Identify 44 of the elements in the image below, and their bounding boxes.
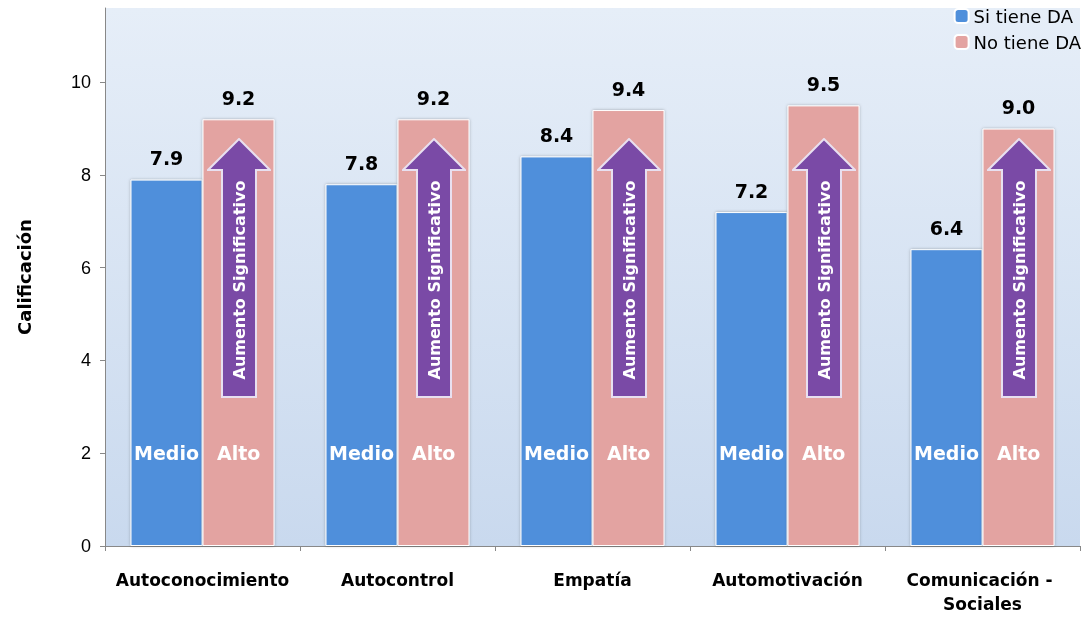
y-tick-label: 2 [80,443,91,464]
arrow-icon: Aumento Significativo [791,137,856,398]
data-label: 9.0 [1001,96,1036,119]
y-tick-label: 4 [80,350,91,371]
annotation: Alto [412,442,456,465]
x-tick-label: Autocontrol [341,570,454,590]
legend-label: No tiene DA [973,31,1082,53]
y-tick-label: 6 [80,257,91,278]
arrow-icon: Aumento Significativo [986,137,1051,398]
y-tick-label: 0 [80,536,91,556]
annotation: Medio [134,442,199,465]
x-tick-label: Automotivación [712,570,863,590]
legend-label: Si tiene DA [973,5,1074,27]
data-label: 9.5 [806,72,841,95]
data-label: 9.4 [611,77,646,100]
data-label: 7.9 [149,147,184,170]
annotation: Alto [217,442,261,465]
y-axis-title: Calificación [13,219,35,335]
annotation: Alto [802,442,846,465]
annotation: Alto [607,442,651,465]
y-tick-label: 8 [80,164,91,185]
annotation: Medio [719,442,784,465]
data-label: 8.4 [539,123,574,146]
data-label: 7.8 [344,151,379,174]
annotation: Alto [997,442,1041,465]
data-label: 6.4 [929,216,964,239]
annotation: Medio [329,442,394,465]
y-tick-label: 10 [70,72,91,93]
annotation: Aumento Significativo [424,180,444,380]
annotation: Aumento Significativo [619,180,639,380]
annotation: Aumento Significativo [814,180,834,380]
x-tick-label: Autoconocimiento [115,570,290,590]
data-label: 9.2 [221,86,256,109]
x-tick-label: Comunicación - Sociales [906,570,1059,614]
data-label: 9.2 [416,86,451,109]
annotation: Aumento Significativo [229,180,249,380]
arrow-icon: Aumento Significativo [596,137,661,398]
annotation: Medio [524,442,589,465]
x-tick-label: Empatía [553,570,632,590]
arrow-icon: Aumento Significativo [401,137,466,398]
arrow-icon: Aumento Significativo [206,137,271,398]
data-label: 7.2 [734,179,769,202]
annotation: Medio [914,442,979,465]
annotation: Aumento Significativo [1009,180,1029,380]
